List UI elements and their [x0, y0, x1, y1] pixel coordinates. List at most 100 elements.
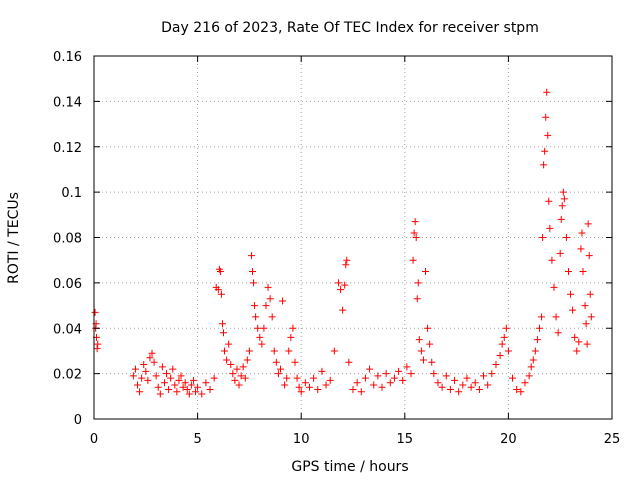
data-point — [225, 340, 233, 348]
data-point — [357, 388, 365, 396]
y-tick-label: 0.12 — [53, 141, 82, 156]
data-point — [233, 365, 241, 373]
data-point — [349, 386, 357, 394]
data-point — [413, 295, 421, 303]
data-point — [334, 279, 342, 287]
data-point — [279, 297, 287, 305]
data-point — [283, 374, 291, 382]
data-point — [527, 363, 535, 371]
data-point — [564, 268, 572, 276]
data-point — [146, 354, 154, 362]
data-point — [411, 218, 419, 226]
data-point — [581, 302, 589, 310]
data-point — [214, 286, 222, 294]
data-point — [194, 383, 202, 391]
data-point — [513, 386, 521, 394]
data-point — [459, 381, 467, 389]
data-point — [342, 261, 350, 269]
axis-ticks — [93, 55, 613, 420]
data-point — [268, 313, 276, 321]
data-point — [584, 220, 592, 228]
data-point — [262, 302, 270, 310]
data-point — [496, 351, 504, 359]
data-point — [500, 333, 508, 341]
data-point — [488, 370, 496, 378]
data-point — [410, 229, 418, 237]
data-point — [142, 367, 150, 375]
data-point — [438, 383, 446, 391]
data-point — [504, 347, 512, 355]
data-point — [297, 388, 305, 396]
data-point — [455, 388, 463, 396]
data-point — [305, 383, 313, 391]
data-point — [587, 313, 595, 321]
data-point — [154, 383, 162, 391]
x-tick-label: 5 — [193, 432, 201, 447]
data-point — [426, 340, 434, 348]
data-point — [216, 268, 224, 276]
data-point — [322, 381, 330, 389]
data-point — [573, 347, 581, 355]
data-point — [475, 386, 483, 394]
data-point — [554, 329, 562, 337]
data-point — [285, 347, 293, 355]
data-point — [463, 374, 471, 382]
y-tick-label: 0.02 — [53, 368, 82, 383]
data-point — [152, 372, 160, 380]
data-point — [192, 388, 200, 396]
data-point — [179, 383, 187, 391]
data-point — [227, 361, 235, 369]
data-point — [422, 268, 430, 276]
x-tick-label: 0 — [90, 432, 98, 447]
data-point — [167, 374, 175, 382]
data-point — [471, 379, 479, 387]
data-point — [521, 379, 529, 387]
data-point — [144, 376, 152, 384]
data-point — [206, 386, 214, 394]
data-point — [502, 324, 510, 332]
data-point — [158, 363, 166, 371]
data-point — [310, 374, 318, 382]
data-point — [382, 370, 390, 378]
data-point — [301, 379, 309, 387]
data-point — [579, 268, 587, 276]
data-point — [245, 347, 253, 355]
data-point — [249, 268, 257, 276]
data-point — [281, 381, 289, 389]
data-point — [409, 256, 417, 264]
data-point — [243, 356, 251, 364]
data-point — [545, 197, 553, 205]
data-point — [241, 374, 249, 382]
data-point — [289, 324, 297, 332]
data-point — [339, 306, 347, 314]
data-point — [250, 279, 258, 287]
data-point — [582, 320, 590, 328]
y-tick-label: 0.1 — [61, 186, 82, 201]
grid — [94, 56, 612, 419]
data-point — [569, 306, 577, 314]
data-point — [442, 372, 450, 380]
data-point — [134, 381, 142, 389]
data-point — [415, 336, 423, 344]
data-point — [585, 252, 593, 260]
data-point — [531, 347, 539, 355]
data-point — [407, 370, 415, 378]
data-point — [480, 372, 488, 380]
data-point — [417, 347, 425, 355]
data-point — [341, 281, 349, 289]
data-point — [163, 370, 171, 378]
data-point — [424, 324, 432, 332]
data-points — [91, 88, 595, 398]
data-point — [276, 365, 284, 373]
data-point — [361, 374, 369, 382]
data-point — [138, 374, 146, 382]
data-point — [183, 386, 191, 394]
data-point — [175, 376, 183, 384]
data-point — [165, 386, 173, 394]
data-point — [293, 374, 301, 382]
data-point — [498, 340, 506, 348]
data-point — [237, 372, 245, 380]
data-point — [202, 379, 210, 387]
data-point — [386, 379, 394, 387]
